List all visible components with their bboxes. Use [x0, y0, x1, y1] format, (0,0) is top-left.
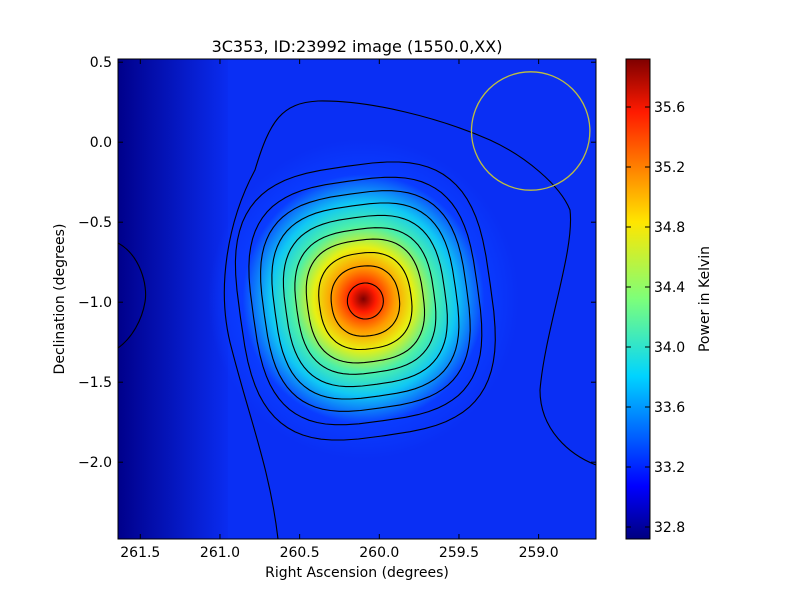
contour-line — [346, 282, 384, 320]
colorbar — [625, 58, 651, 540]
y-tick-label: 0.0 — [90, 135, 112, 151]
x-tick-label: 260.5 — [280, 545, 320, 561]
colorbar-tick-label: 34.4 — [654, 280, 685, 296]
x-axis-label: Right Ascension (degrees) — [265, 565, 449, 581]
contour-line — [248, 176, 483, 426]
colorbar-label: Power in Kelvin — [697, 246, 713, 352]
contour-line — [330, 265, 401, 337]
x-tick-label: 259.5 — [439, 545, 479, 561]
y-tick-label: −0.5 — [78, 215, 112, 231]
contour-line — [223, 100, 596, 539]
colorbar-tick-label: 32.8 — [654, 520, 685, 536]
colorbar-tick-label: 33.6 — [654, 400, 685, 416]
y-axis-label: Declination (degrees) — [52, 224, 68, 375]
y-tick-label: 0.5 — [90, 55, 112, 71]
colorbar-tick-label: 35.2 — [654, 160, 685, 176]
contour-line — [234, 161, 496, 441]
contour-line — [271, 202, 460, 400]
y-tick-label: −1.0 — [78, 295, 112, 311]
contour-line — [260, 190, 471, 412]
y-tick-label: −2.0 — [78, 455, 112, 471]
contour-line — [318, 251, 413, 351]
chart-title: 3C353, ID:23992 image (1550.0,XX) — [212, 37, 503, 56]
x-tick-label: 260.0 — [359, 545, 399, 561]
contour-line — [305, 238, 426, 364]
contour-line — [282, 214, 448, 388]
beam-circle — [470, 71, 591, 191]
x-tick-label: 261.5 — [120, 545, 160, 561]
contour-line — [118, 242, 147, 349]
colorbar-tick-label: 35.6 — [654, 100, 685, 116]
plot-frame — [117, 58, 597, 540]
colorbar-tick-label: 34.0 — [654, 340, 685, 356]
x-tick-label: 261.0 — [200, 545, 240, 561]
heatmap-image — [118, 59, 596, 539]
colorbar-tick-label: 33.2 — [654, 460, 685, 476]
source-emission — [208, 139, 519, 459]
colorbar-tick-label: 34.8 — [654, 220, 685, 236]
y-tick-label: −1.5 — [78, 375, 112, 391]
x-tick-label: 259.0 — [519, 545, 559, 561]
contour-line — [294, 227, 437, 375]
